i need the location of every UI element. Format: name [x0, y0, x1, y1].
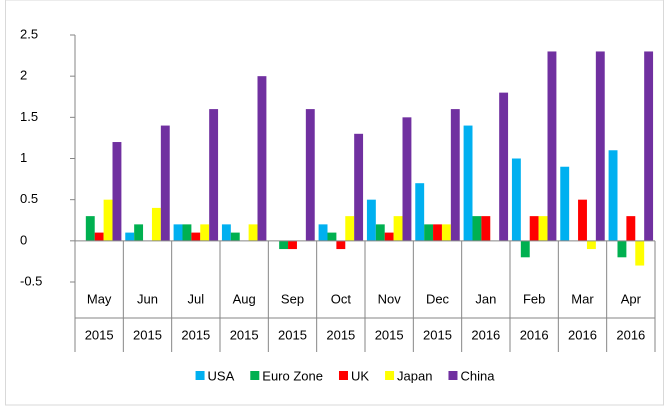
x-tick-label: Aug	[233, 291, 256, 306]
x-year-label: 2016	[471, 327, 500, 342]
bar	[134, 224, 144, 241]
x-year-label: 2015	[133, 327, 162, 342]
bar	[415, 183, 425, 241]
bar	[248, 224, 258, 241]
y-tick-label: 2.5	[20, 26, 38, 41]
bar	[433, 224, 442, 241]
bar	[578, 199, 587, 241]
bar	[441, 224, 451, 241]
x-year-label: 2016	[616, 327, 645, 342]
bar	[586, 240, 596, 250]
bar	[538, 216, 548, 241]
bar	[336, 240, 346, 250]
x-year-label: 2015	[278, 327, 307, 342]
bar	[191, 232, 201, 241]
bar	[499, 92, 509, 241]
x-year-label: 2015	[326, 327, 355, 342]
bar	[94, 232, 104, 241]
x-year-label: 2015	[85, 327, 114, 342]
bar	[402, 117, 412, 241]
bar	[345, 216, 355, 241]
bar	[354, 133, 364, 241]
bar	[547, 51, 557, 241]
legend-label: China	[460, 368, 495, 383]
bar	[279, 240, 289, 250]
legend-swatch	[448, 371, 458, 380]
legend-swatch	[338, 371, 348, 380]
bar	[327, 232, 337, 241]
bar	[511, 158, 521, 241]
x-tick-label: May	[87, 291, 112, 306]
y-tick-label: 1.5	[20, 109, 38, 124]
legend-label: Japan	[397, 368, 432, 383]
x-tick-label: Jul	[188, 291, 205, 306]
bar	[318, 224, 328, 241]
bar	[520, 240, 530, 258]
x-year-label: 2015	[423, 327, 452, 342]
bar	[375, 224, 385, 241]
bar	[481, 216, 491, 241]
bar	[200, 224, 210, 241]
bar	[424, 224, 434, 241]
y-tick-label: 0	[20, 232, 27, 247]
bar	[472, 216, 482, 241]
legend-label: UK	[351, 368, 369, 383]
x-year-label: 2016	[520, 327, 549, 342]
x-year-label: 2015	[375, 327, 404, 342]
legend-label: USA	[208, 368, 235, 383]
bar	[463, 125, 473, 241]
bar	[393, 216, 403, 241]
bar	[85, 216, 95, 241]
bar	[230, 232, 240, 241]
bar	[125, 232, 135, 241]
y-tick-label: 2	[20, 68, 27, 83]
bar	[608, 150, 618, 241]
legend-label: Euro Zone	[262, 368, 323, 383]
chart-border	[5, 0, 664, 406]
x-tick-label: Dec	[426, 291, 450, 306]
bar	[151, 207, 161, 241]
x-tick-label: Nov	[378, 291, 402, 306]
bar	[644, 51, 654, 241]
y-tick-label: 0.5	[20, 191, 38, 206]
x-tick-label: Sep	[281, 291, 304, 306]
legend-swatch	[385, 371, 395, 380]
bar	[450, 109, 460, 241]
legend-swatch	[195, 371, 205, 380]
bar	[112, 142, 122, 241]
bar	[257, 76, 267, 241]
bar	[305, 109, 315, 241]
x-year-label: 2015	[230, 327, 259, 342]
bar	[103, 199, 113, 241]
bar	[221, 224, 231, 241]
x-tick-label: Feb	[523, 291, 545, 306]
bar	[635, 240, 645, 266]
bar	[560, 166, 570, 241]
x-year-label: 2015	[181, 327, 210, 342]
bar	[384, 232, 394, 241]
bar	[529, 216, 539, 241]
bar	[182, 224, 192, 241]
bar	[595, 51, 605, 241]
y-tick-label: -0.5	[20, 273, 42, 288]
x-tick-label: Jan	[475, 291, 496, 306]
bar	[173, 224, 183, 241]
x-tick-label: Apr	[621, 291, 642, 306]
bar	[288, 240, 297, 250]
bar	[617, 240, 627, 258]
x-tick-label: Jun	[137, 291, 158, 306]
bar	[160, 125, 170, 241]
x-year-label: 2016	[568, 327, 597, 342]
y-tick-label: 1	[20, 150, 27, 165]
bar	[209, 109, 219, 241]
bar	[626, 216, 636, 241]
legend-swatch	[250, 371, 260, 380]
x-tick-label: Mar	[571, 291, 594, 306]
x-tick-label: Oct	[331, 291, 352, 306]
bar	[366, 199, 376, 241]
